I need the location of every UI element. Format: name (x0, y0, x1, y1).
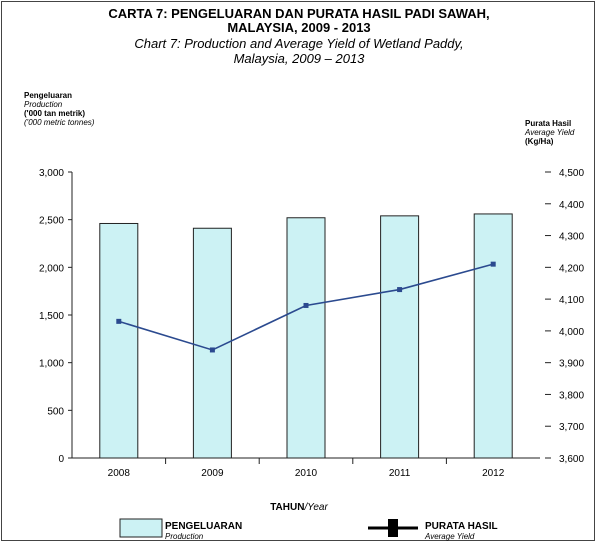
yield-point-2012 (490, 261, 496, 267)
right-axis-label-line2: Average Yield (525, 128, 575, 137)
chart-title-line2: MALAYSIA, 2009 - 2013 (227, 20, 371, 35)
category-label: 2011 (389, 468, 411, 479)
chart-title: CARTA 7: PENGELUARAN DAN PURATA HASIL PA… (108, 6, 490, 21)
yield-point-2010 (303, 302, 309, 308)
right-tick-label: 3,700 (559, 422, 584, 433)
legend-bar-name: PENGELUARAN (165, 521, 243, 532)
legend-bar-name-en: Production (165, 532, 204, 541)
x-axis-title: TAHUN/Year (270, 502, 328, 513)
legend-line-marker (388, 519, 398, 537)
left-axis-label-line3: ('000 tan metrik) (24, 109, 86, 118)
left-axis-label-line2: Production (24, 100, 63, 109)
right-tick-label: 4,300 (559, 232, 584, 243)
chart-subtitle: Chart 7: Production and Average Yield of… (134, 36, 464, 51)
bar-2010 (286, 217, 326, 459)
legend-bar-swatch (119, 518, 163, 538)
legend-line-label: PURATA HASIL Average Yield (425, 522, 498, 542)
left-tick-label: 1,000 (39, 359, 64, 370)
left-axis-label: Pengeluaran Production ('000 tan metrik)… (24, 91, 94, 127)
right-axis-label-line3: (Kg/Ha) (525, 137, 554, 146)
right-axis-label: Purata Hasil Average Yield (Kg/Ha) (525, 119, 574, 146)
left-tick-label: 2,500 (39, 216, 64, 227)
left-tick-label: 2,000 (39, 263, 64, 274)
category-label: 2012 (482, 468, 505, 479)
right-tick-label: 4,000 (559, 327, 584, 338)
category-label: 2008 (108, 468, 131, 479)
left-axis-label-line1: Pengeluaran (24, 91, 73, 100)
category-label: 2010 (295, 468, 318, 479)
left-axis-label-line4: ('000 metric tonnes) (24, 118, 95, 127)
legend-bar-label: PENGELUARAN Production (165, 522, 242, 542)
right-tick-label: 3,900 (559, 359, 584, 370)
legend-line-name: PURATA HASIL (425, 521, 498, 532)
right-axis-label-line1: Purata Hasil (525, 119, 572, 128)
right-tick-label: 4,100 (559, 295, 584, 306)
yield-point-2011 (397, 287, 403, 293)
right-tick-label: 4,500 (559, 168, 584, 179)
yield-point-2008 (116, 318, 122, 324)
left-tick-label: 500 (47, 406, 64, 417)
right-tick-label: 3,600 (559, 454, 584, 465)
left-tick-label: 0 (58, 454, 64, 465)
left-tick-label: 3,000 (39, 168, 64, 179)
right-tick-label: 4,200 (559, 263, 584, 274)
right-tick-label: 4,400 (559, 200, 584, 211)
yield-point-2009 (209, 347, 215, 353)
bar-2008 (99, 222, 139, 459)
legend-line-name-en: Average Yield (425, 532, 475, 541)
chart-subtitle-line2: Malaysia, 2009 – 2013 (233, 51, 365, 66)
right-tick-label: 3,800 (559, 390, 584, 401)
left-tick-label: 1,500 (39, 311, 64, 322)
bar-2012 (473, 213, 513, 459)
category-label: 2009 (201, 468, 224, 479)
bar-2011 (380, 215, 420, 459)
